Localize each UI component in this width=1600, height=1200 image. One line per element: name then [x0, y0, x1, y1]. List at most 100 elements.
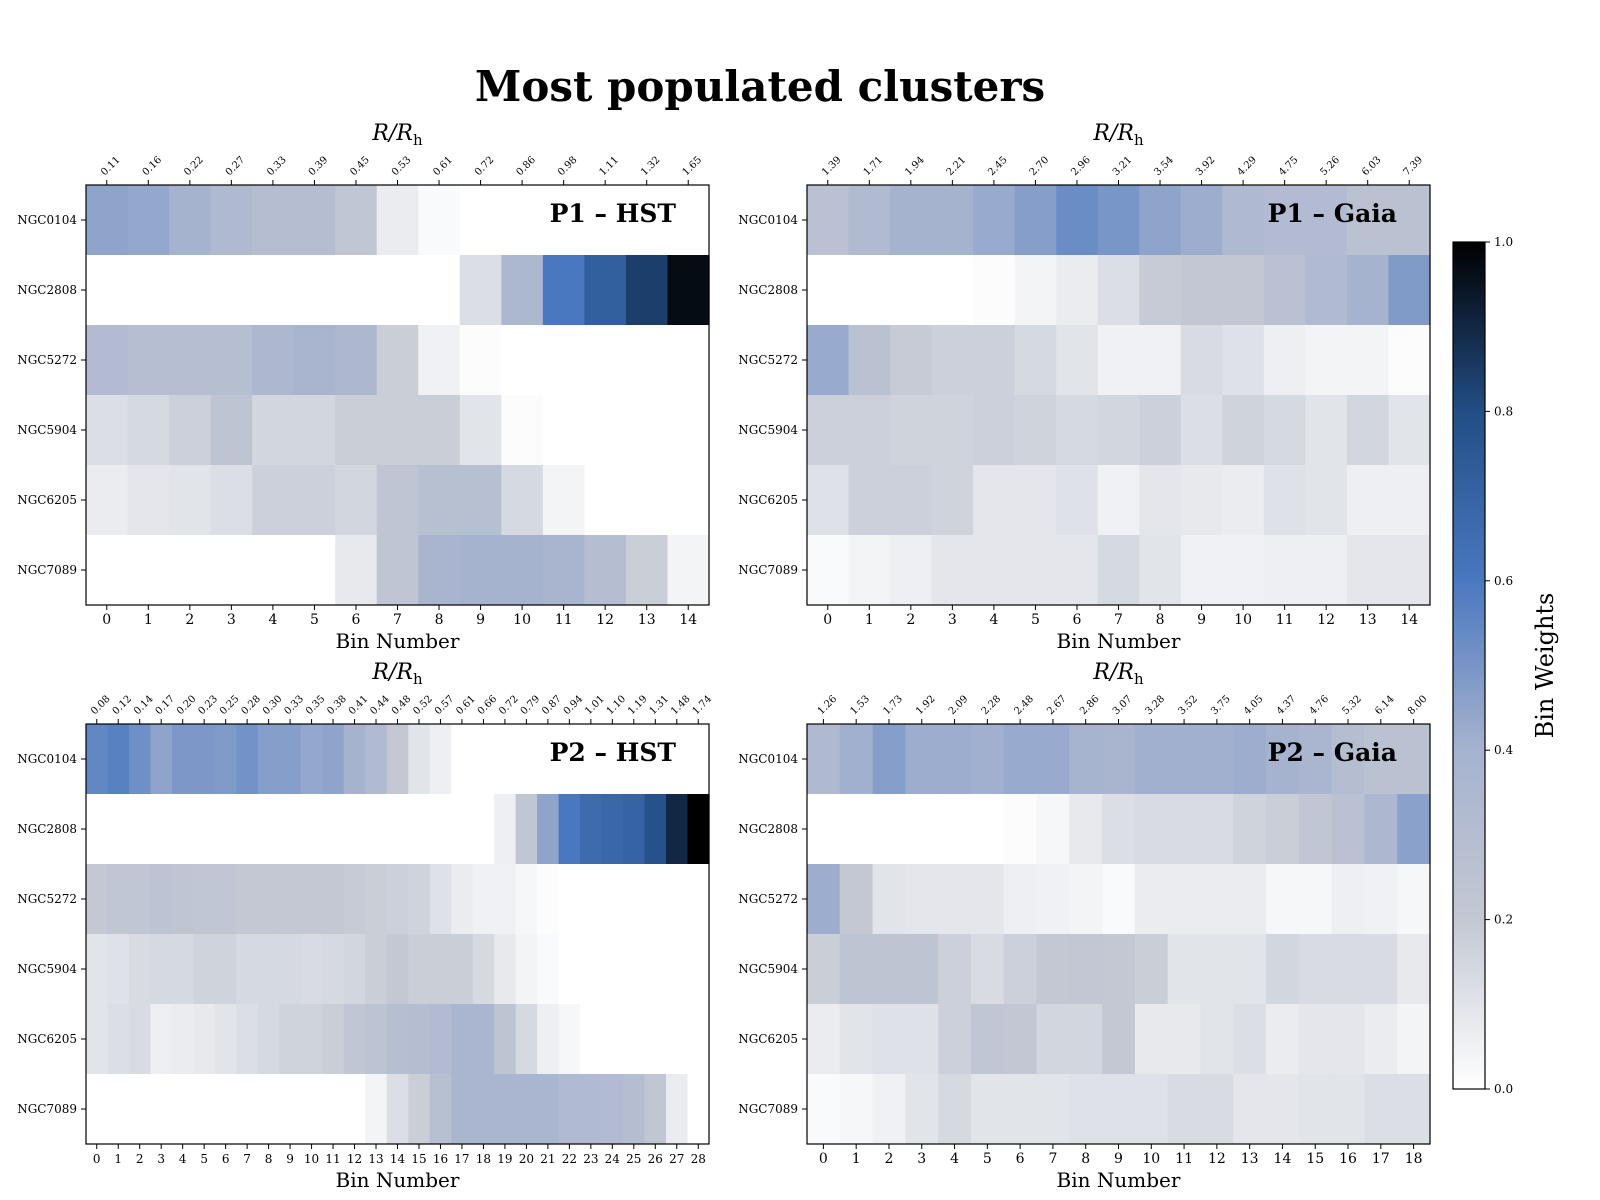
top-tick-label: 1.31 — [648, 694, 672, 718]
heatmap-cell — [459, 325, 502, 396]
heatmap-cell — [376, 465, 419, 536]
x-tick-label: 5 — [200, 1152, 208, 1166]
heatmap-cell — [848, 255, 891, 326]
x-tick-label: 25 — [626, 1152, 641, 1166]
heatmap-cell — [839, 1004, 874, 1075]
heatmap-cell — [128, 1004, 152, 1075]
heatmap-cell — [623, 1074, 646, 1145]
heatmap-cell — [667, 255, 710, 326]
heatmap-cell — [257, 864, 280, 935]
row-label: NGC6205 — [738, 493, 798, 507]
heatmap-cell — [86, 465, 129, 536]
heatmap-cell — [193, 794, 216, 865]
heatmap-cell — [839, 1074, 874, 1145]
heatmap-cell — [1069, 794, 1103, 865]
top-tick-label: 0.94 — [562, 694, 586, 718]
heatmap-cell — [542, 185, 585, 256]
heatmap-cell — [1134, 934, 1169, 1005]
heatmap-cell — [1003, 934, 1038, 1005]
heatmap-cell — [1139, 325, 1182, 396]
heatmap-cell — [210, 325, 253, 396]
top-tick-label: 1.74 — [691, 694, 715, 718]
top-tick-label: 0.57 — [433, 694, 457, 718]
top-tick-label: 0.38 — [325, 694, 349, 718]
x-tick-label: 12 — [347, 1152, 362, 1166]
x-tick-label: 6 — [222, 1152, 230, 1166]
heatmap-cell — [1305, 535, 1348, 606]
top-tick-label: 0.61 — [454, 694, 478, 718]
heatmap-cell — [1102, 864, 1136, 935]
colorbar-tick-label: 0.2 — [1494, 913, 1513, 927]
top-tick-label: 4.29 — [1235, 155, 1259, 179]
heatmap-cell — [86, 255, 129, 326]
heatmap-cell — [1167, 724, 1202, 795]
heatmap-cell — [279, 724, 302, 795]
top-tick-label: 0.39 — [307, 155, 331, 179]
heatmap-cell — [872, 794, 906, 865]
heatmap-cell — [150, 864, 173, 935]
top-tick-label: 0.08 — [89, 694, 113, 718]
heatmap-cell — [1305, 395, 1348, 466]
heatmap-cell — [236, 724, 259, 795]
heatmap-cell — [601, 794, 624, 865]
heatmap-cell — [1139, 535, 1182, 606]
heatmap-cell — [625, 185, 669, 256]
heatmap-cell — [667, 535, 710, 606]
heatmap-cell — [343, 1004, 366, 1075]
heatmap-cell — [601, 1074, 624, 1145]
heatmap-cell — [687, 724, 710, 795]
heatmap-cell — [86, 1074, 109, 1145]
heatmap-cell — [257, 794, 280, 865]
colorbar-tick-label: 0.0 — [1494, 1082, 1513, 1096]
heatmap-cell — [1036, 1004, 1070, 1075]
x-axis-label: Bin Number — [336, 629, 460, 653]
heatmap-cell — [210, 535, 253, 606]
heatmap-cell — [1014, 185, 1057, 256]
heatmap-cell — [1180, 395, 1223, 466]
x-tick-label: 9 — [1114, 1151, 1123, 1167]
x-tick-label: 7 — [1048, 1151, 1057, 1167]
x-tick-label: 22 — [562, 1152, 577, 1166]
heatmap-cell — [257, 724, 280, 795]
heatmap-cell — [1056, 395, 1099, 466]
heatmap-cell — [931, 255, 974, 326]
x-tick-label: 26 — [648, 1152, 663, 1166]
heatmap-cell — [848, 185, 891, 256]
heatmap-cell — [625, 255, 669, 326]
heatmap-cell — [193, 1074, 216, 1145]
heatmap-cell — [625, 465, 669, 536]
heatmap-cell — [365, 864, 388, 935]
heatmap-cell — [1263, 255, 1306, 326]
heatmap-cell — [1305, 185, 1348, 256]
heatmap-cell — [537, 934, 560, 1005]
heatmap-cell — [905, 934, 939, 1005]
heatmap-cell — [839, 934, 874, 1005]
heatmap-cell — [459, 185, 502, 256]
heatmap-cell — [515, 864, 538, 935]
heatmap-cell — [1139, 185, 1182, 256]
heatmap-cell — [1263, 325, 1306, 396]
heatmap-cell — [408, 724, 431, 795]
heatmap-cell — [1200, 864, 1234, 935]
heatmap-cell — [128, 794, 152, 865]
top-tick-label: 0.44 — [368, 694, 392, 718]
heatmap-cell — [1097, 465, 1140, 536]
row-label: NGC5272 — [17, 353, 77, 367]
heatmap-cell — [623, 794, 646, 865]
heatmap-cell — [451, 1074, 474, 1145]
heatmap-cell — [1036, 794, 1070, 865]
heatmap-cell — [494, 1004, 517, 1075]
heatmap-cell — [150, 794, 173, 865]
x-tick-label: 14 — [679, 612, 697, 628]
heatmap-cell — [1222, 185, 1265, 256]
heatmap-cell — [666, 1074, 689, 1145]
heatmap-cell — [451, 794, 474, 865]
heatmap-cell — [293, 395, 336, 466]
heatmap-cell — [667, 395, 710, 466]
top-tick-label: 0.12 — [111, 694, 135, 718]
heatmap-cell — [169, 185, 212, 256]
heatmap-cell — [210, 465, 253, 536]
heatmap-cell — [1069, 1074, 1103, 1145]
heatmap-cell — [343, 934, 366, 1005]
heatmap-cell — [1069, 934, 1103, 1005]
